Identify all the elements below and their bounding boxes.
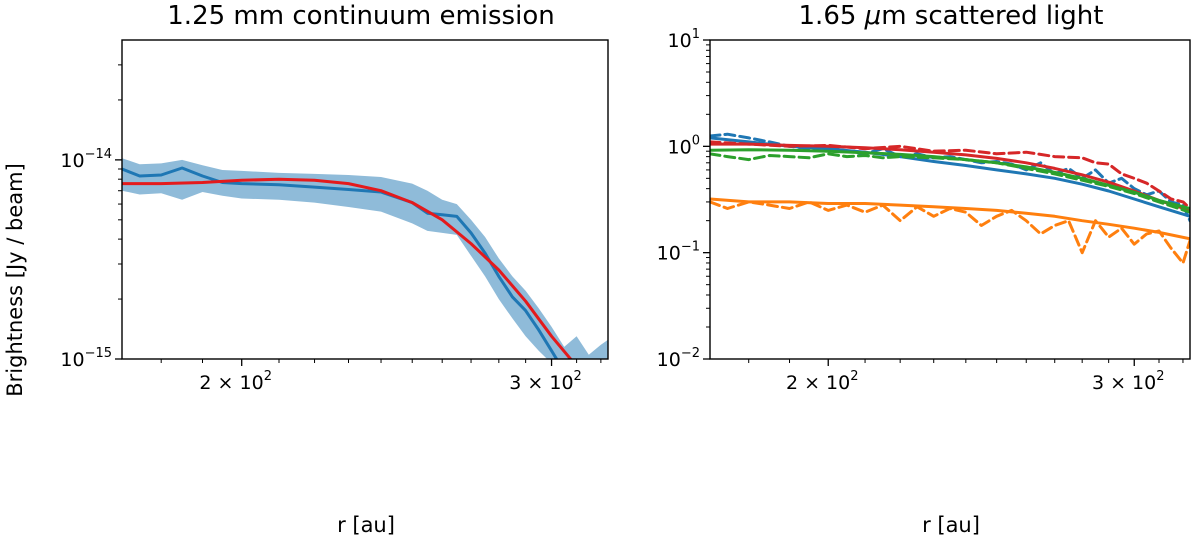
tick-exponent: −14: [85, 147, 112, 162]
y-tick-label: 101: [668, 27, 700, 52]
x-axis-label: r [au]: [337, 513, 395, 537]
tick-exponent: 2: [850, 369, 858, 384]
tick-exponent: −2: [681, 346, 700, 361]
uncertainty-band: [122, 158, 608, 359]
panel-continuum: 1.25 mm continuum emission r [au] Bright…: [3, 1, 609, 537]
series-line-model: [122, 177, 573, 359]
y-tick-label: 10−15: [60, 346, 112, 371]
panel-title: 1.65 μm scattered light: [799, 1, 1104, 31]
tick-exponent: 0: [692, 133, 700, 148]
y-tick-label: 10−1: [657, 240, 700, 265]
tick-exponent: 2: [1156, 369, 1164, 384]
tick-base: 10: [60, 150, 84, 172]
series-line-orange-model: [710, 197, 1190, 241]
tick-exponent: 1: [692, 27, 700, 42]
axes-frame: [709, 39, 1191, 360]
y-tick-label: 100: [668, 133, 700, 158]
axes-frame: [121, 39, 609, 360]
tick-base: 10: [60, 349, 84, 371]
x-axis-label: r [au]: [922, 513, 980, 537]
x-tick-label: 3 × 102: [1092, 369, 1165, 394]
tick-base: 10: [668, 30, 692, 52]
tick-base: 3 × 10: [509, 372, 573, 394]
tick-exponent: 2: [574, 369, 582, 384]
x-tick-label: 2 × 102: [786, 369, 859, 394]
series-line-orange-data: [710, 200, 1190, 265]
series-line-red-data: [710, 140, 1190, 210]
tick-exponent: −15: [85, 346, 112, 361]
tick-exponent: −1: [681, 240, 700, 255]
tick-base: 2 × 10: [786, 372, 850, 394]
panel-title: 1.25 mm continuum emission: [167, 1, 554, 31]
plot-area: [122, 158, 608, 359]
y-axis-label: Brightness [Jy / beam]: [3, 163, 27, 397]
panel-scattered-light: 1.65 μm scattered light r [au] 10−210−11…: [657, 1, 1191, 537]
tick-exponent: 2: [264, 369, 272, 384]
title-mu: μ: [864, 1, 882, 31]
title-prefix: 1.65: [799, 1, 865, 31]
tick-base: 3 × 10: [1092, 372, 1156, 394]
tick-base: 10: [657, 243, 681, 265]
x-tick-label: 3 × 102: [509, 369, 582, 394]
tick-base: 10: [657, 349, 681, 371]
x-tick-label: 2 × 102: [199, 369, 272, 394]
y-tick-label: 10−2: [657, 346, 700, 371]
title-suffix: m scattered light: [881, 1, 1103, 31]
plot-area: [710, 132, 1190, 265]
tick-base: 2 × 10: [199, 372, 263, 394]
y-tick-label: 10−14: [60, 147, 112, 172]
series-line-green-data: [710, 152, 1190, 214]
tick-base: 10: [668, 136, 692, 158]
